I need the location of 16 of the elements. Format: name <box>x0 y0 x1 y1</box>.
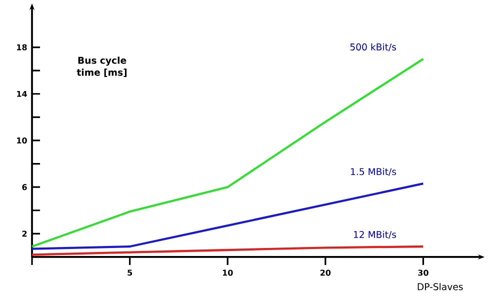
y-tick-label: 14 <box>17 90 27 97</box>
text: 500 kBit/s <box>350 43 396 52</box>
y-tick-label: 10 <box>17 137 27 144</box>
x-tick-label: 10 <box>222 270 233 276</box>
y-tick-label: 2 <box>22 230 27 237</box>
y-tick-label: 18 <box>17 44 27 50</box>
y-axis-title: Bus cycle time [ms] <box>76 56 127 77</box>
series-label: 1.5 MBit/s <box>351 168 396 176</box>
line-series <box>30 245 424 256</box>
x-tick-label: 20 <box>320 270 331 276</box>
x-tick-label: 5 <box>128 270 132 276</box>
x-axis-title: DP-Slaves <box>418 283 463 290</box>
series-label: 12 MBit/s <box>354 230 396 239</box>
line-series <box>30 58 424 248</box>
x-tick-label: 30 <box>418 270 428 276</box>
y-tick-label: 6 <box>22 184 27 190</box>
